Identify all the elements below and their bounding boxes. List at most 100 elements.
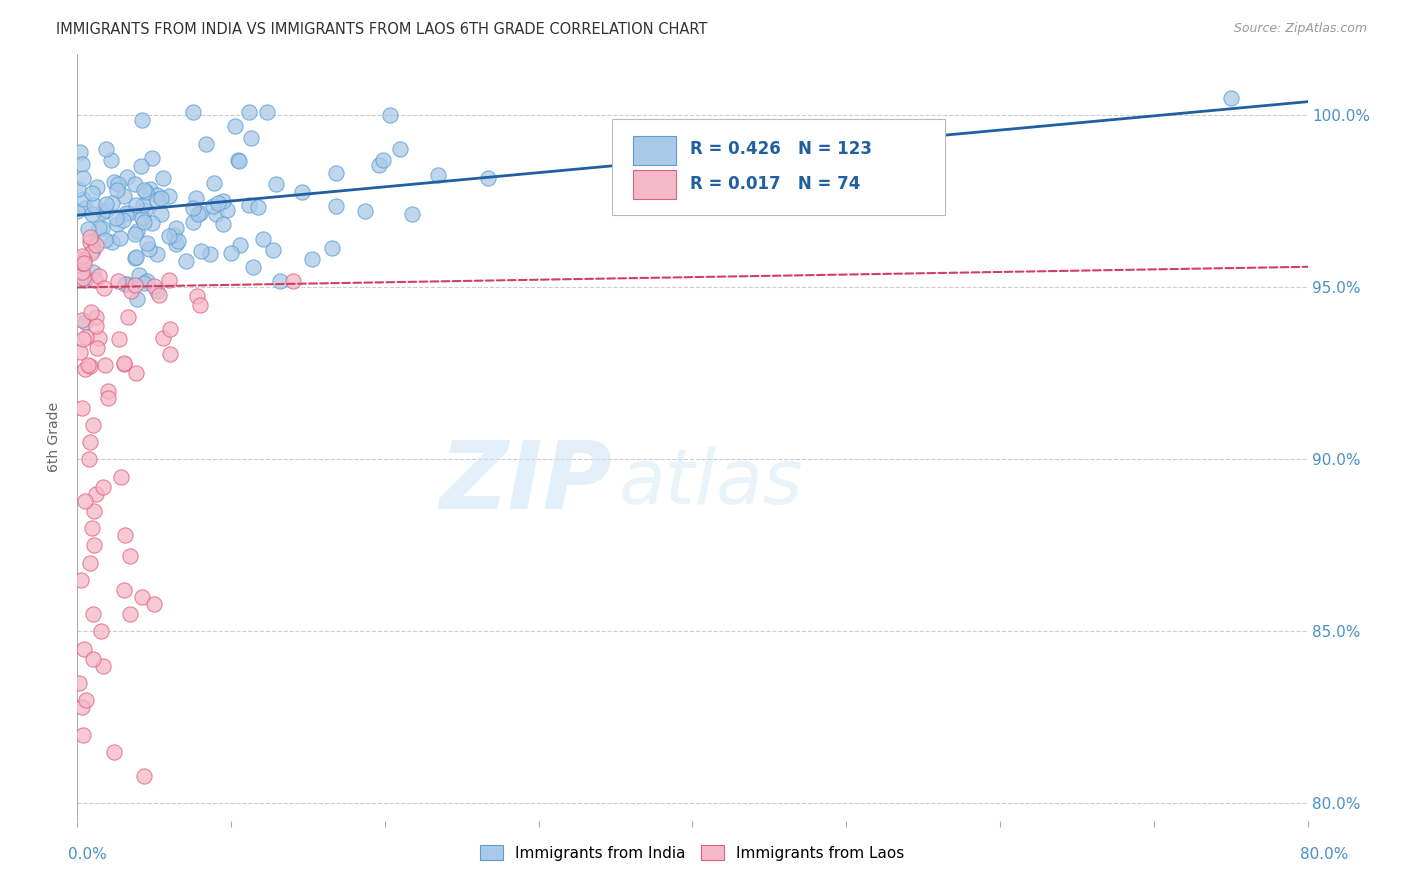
Point	[152, 331, 174, 345]
Point	[93, 234, 115, 248]
Point	[84, 310, 107, 324]
Point	[152, 170, 174, 185]
Point	[96, 142, 118, 156]
Point	[128, 268, 150, 283]
Point	[131, 159, 153, 173]
Point	[111, 213, 134, 227]
FancyBboxPatch shape	[634, 136, 676, 165]
Point	[132, 197, 155, 211]
Point	[131, 211, 153, 225]
Text: atlas: atlas	[619, 446, 803, 520]
Point	[146, 247, 169, 261]
Point	[132, 769, 155, 783]
Point	[181, 105, 204, 120]
Point	[181, 214, 204, 228]
Point	[124, 177, 146, 191]
Point	[72, 170, 94, 185]
Point	[115, 277, 138, 292]
Point	[325, 198, 347, 212]
Point	[107, 177, 129, 191]
Point	[165, 237, 187, 252]
Point	[127, 224, 149, 238]
Point	[72, 700, 94, 714]
Point	[94, 197, 117, 211]
Point	[112, 188, 135, 202]
Point	[150, 191, 173, 205]
Text: R = 0.017   N = 74: R = 0.017 N = 74	[690, 175, 860, 193]
Point	[105, 217, 128, 231]
Point	[82, 265, 104, 279]
Text: IMMIGRANTS FROM INDIA VS IMMIGRANTS FROM LAOS 6TH GRADE CORRELATION CHART: IMMIGRANTS FROM INDIA VS IMMIGRANTS FROM…	[56, 22, 707, 37]
Point	[146, 188, 169, 202]
Point	[82, 521, 104, 535]
Point	[84, 272, 107, 286]
Point	[87, 268, 110, 283]
Point	[87, 221, 110, 235]
Point	[75, 493, 97, 508]
Text: Source: ZipAtlas.com: Source: ZipAtlas.com	[1233, 22, 1367, 36]
Point	[108, 231, 131, 245]
Point	[146, 284, 169, 298]
Point	[226, 153, 249, 167]
Point	[165, 220, 187, 235]
Point	[72, 728, 94, 742]
Point	[354, 204, 377, 219]
Point	[103, 745, 125, 759]
Point	[228, 154, 250, 169]
Point	[83, 504, 105, 518]
Point	[84, 238, 107, 252]
Point	[256, 105, 278, 120]
Point	[204, 207, 226, 221]
Point	[93, 281, 115, 295]
Point	[186, 288, 208, 302]
FancyBboxPatch shape	[634, 170, 676, 199]
Point	[79, 359, 101, 373]
Point	[80, 186, 103, 201]
Point	[75, 693, 97, 707]
Point	[167, 234, 190, 248]
Point	[112, 583, 135, 598]
Point	[75, 330, 97, 344]
Point	[139, 182, 162, 196]
Point	[93, 658, 115, 673]
Point	[325, 165, 347, 179]
Point	[75, 272, 97, 286]
Point	[148, 287, 170, 301]
Point	[131, 113, 153, 128]
Point	[77, 359, 100, 373]
Point	[229, 237, 252, 252]
Point	[77, 452, 100, 467]
Point	[118, 206, 141, 220]
Point	[149, 207, 172, 221]
Point	[1219, 91, 1241, 105]
Point	[252, 232, 274, 246]
Point	[131, 590, 153, 604]
Point	[72, 249, 94, 263]
Point	[202, 199, 225, 213]
Point	[242, 260, 264, 274]
Point	[301, 252, 323, 267]
Point	[70, 255, 93, 269]
Point	[124, 251, 146, 265]
Point	[91, 205, 114, 219]
Point	[69, 345, 91, 359]
Point	[159, 322, 181, 336]
Point	[90, 624, 112, 639]
Point	[104, 211, 127, 226]
Point	[186, 191, 208, 205]
Point	[141, 216, 163, 230]
Point	[91, 480, 114, 494]
Point	[202, 177, 225, 191]
Point	[207, 196, 229, 211]
Point	[125, 197, 148, 211]
Point	[79, 235, 101, 250]
Point	[82, 207, 104, 221]
Point	[120, 284, 142, 298]
Point	[264, 177, 287, 191]
Point	[79, 304, 101, 318]
Point	[91, 220, 114, 235]
Point	[82, 243, 104, 257]
Point	[89, 330, 111, 344]
Point	[262, 243, 284, 257]
Legend: Immigrants from India, Immigrants from Laos: Immigrants from India, Immigrants from L…	[474, 838, 911, 867]
